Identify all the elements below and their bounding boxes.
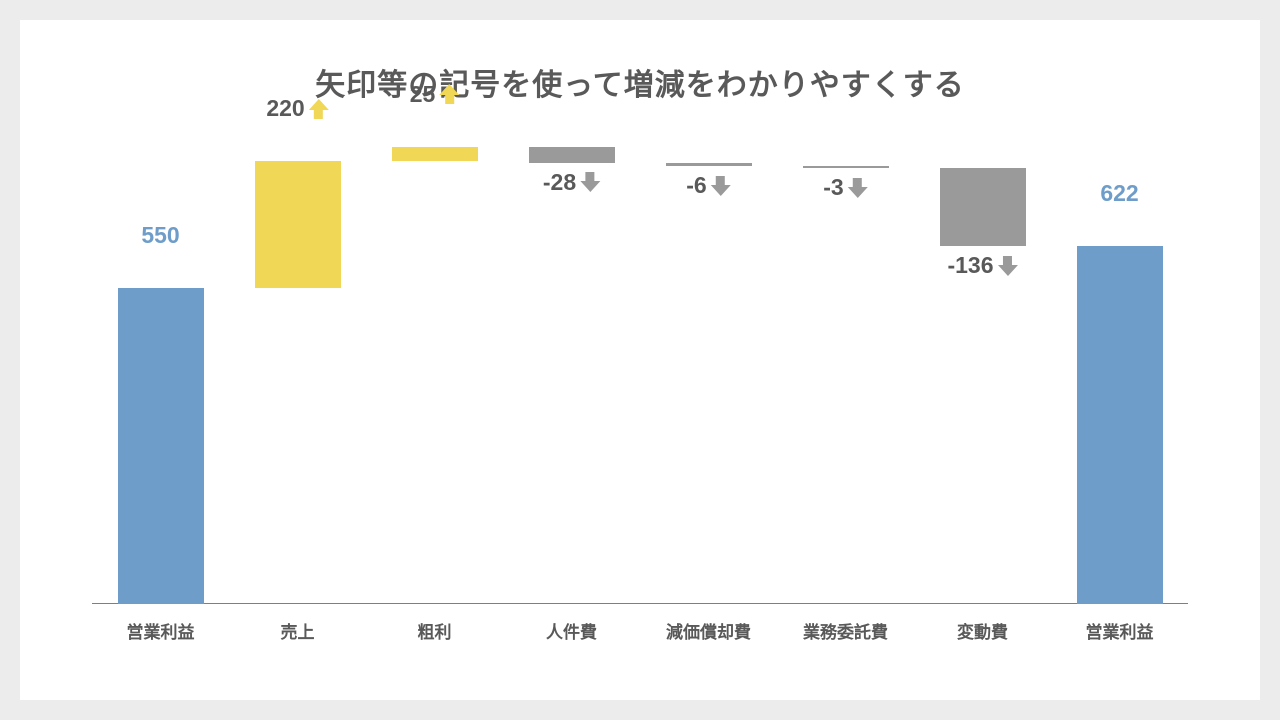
- bar-value-label: 220: [266, 95, 328, 128]
- arrow-down-icon: [580, 172, 600, 192]
- bar-value-text: 25: [410, 81, 436, 108]
- chart-column: 変動費-136: [923, 144, 1043, 604]
- bar-value-label: -136: [947, 246, 1017, 279]
- waterfall-chart: 営業利益550売上220粗利25人件費-28減価償却費-6業務委託費-3変動費-…: [92, 144, 1188, 604]
- waterfall-bar: [1077, 246, 1163, 604]
- bar-value-label: -3: [823, 168, 867, 201]
- x-axis-label: 人件費: [546, 618, 597, 643]
- x-axis-label: 変動費: [957, 618, 1008, 643]
- chart-column: 人件費-28: [512, 144, 632, 604]
- x-axis-label: 売上: [281, 618, 315, 643]
- bar-value-text: -6: [686, 172, 706, 199]
- chart-card: 矢印等の記号を使って増減をわかりやすくする 営業利益550売上220粗利25人件…: [20, 20, 1260, 700]
- bar-value-label: 622: [1100, 180, 1138, 213]
- bar-value-label: 550: [141, 222, 179, 255]
- arrow-down-icon: [998, 256, 1018, 276]
- bar-value-label: 25: [410, 81, 460, 114]
- waterfall-bar: [529, 147, 615, 163]
- chart-column: 営業利益550: [101, 144, 221, 604]
- arrow-down-icon: [711, 176, 731, 196]
- arrow-up-icon: [309, 99, 329, 119]
- x-axis-label: 営業利益: [1086, 618, 1154, 643]
- bar-value-text: 550: [141, 222, 179, 249]
- waterfall-bar: [392, 147, 478, 161]
- bar-value-text: -136: [947, 252, 993, 279]
- x-axis-label: 粗利: [418, 618, 452, 643]
- x-axis-label: 減価償却費: [666, 618, 751, 643]
- chart-column: 売上220: [238, 144, 358, 604]
- waterfall-bar: [118, 288, 204, 604]
- bar-value-label: -28: [543, 163, 600, 196]
- bar-value-text: -28: [543, 169, 576, 196]
- x-axis-label: 業務委託費: [803, 618, 888, 643]
- chart-column: 営業利益622: [1060, 144, 1180, 604]
- page-title: 矢印等の記号を使って増減をわかりやすくする: [92, 60, 1188, 104]
- arrow-up-icon: [439, 84, 459, 104]
- page-background: 矢印等の記号を使って増減をわかりやすくする 営業利益550売上220粗利25人件…: [0, 0, 1280, 720]
- chart-column: 粗利25: [375, 144, 495, 604]
- bar-value-text: 622: [1100, 180, 1138, 207]
- x-axis-label: 営業利益: [127, 618, 195, 643]
- waterfall-bar: [940, 168, 1026, 246]
- bar-value-text: 220: [266, 95, 304, 122]
- bar-value-text: -3: [823, 174, 843, 201]
- chart-column: 業務委託費-3: [786, 144, 906, 604]
- chart-column: 減価償却費-6: [649, 144, 769, 604]
- bar-value-label: -6: [686, 166, 730, 199]
- waterfall-bar: [255, 161, 341, 288]
- arrow-down-icon: [848, 178, 868, 198]
